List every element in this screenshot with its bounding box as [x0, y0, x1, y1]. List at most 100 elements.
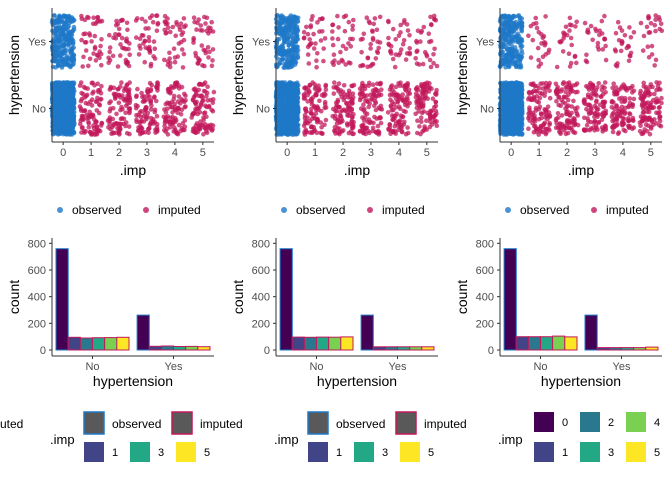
observed-point: [52, 112, 57, 117]
imputed-point: [603, 124, 608, 129]
imputed-point: [179, 32, 184, 37]
imputed-point: [365, 55, 371, 61]
imputed-point: [418, 131, 423, 137]
imputed-point: [630, 102, 635, 108]
imputed-point: [391, 129, 396, 135]
imputed-point: [599, 87, 605, 93]
imputed-point: [631, 125, 637, 130]
observed-point: [509, 35, 515, 41]
imputed-point: [534, 94, 540, 99]
observed-point: [55, 91, 61, 97]
imputed-point: [377, 40, 383, 45]
imputed-point: [106, 60, 111, 66]
imputed-point: [116, 32, 122, 37]
imputed-point: [127, 52, 132, 57]
imputed-point: [571, 98, 576, 104]
imputed-point: [374, 81, 380, 86]
observed-point: [274, 132, 280, 137]
observed-point: [293, 90, 299, 95]
imputed-point: [534, 21, 539, 26]
imputed-point: [140, 94, 145, 100]
imputed-point: [98, 43, 103, 49]
observed-point: [294, 108, 300, 113]
imputed-point: [190, 110, 196, 116]
imputed-point: [314, 92, 319, 98]
imputed-point: [210, 123, 216, 128]
imputed-point: [198, 23, 204, 28]
imputed-point: [572, 116, 577, 122]
imputed-point: [303, 85, 309, 91]
imputed-point: [80, 64, 85, 69]
observed-point: [52, 19, 57, 25]
observed-point: [59, 85, 64, 91]
imputed-point: [341, 128, 346, 133]
imputed-point: [323, 82, 329, 88]
imputed-point: [567, 87, 572, 93]
imputed-point: [534, 83, 539, 89]
imputed-point: [82, 108, 88, 113]
observed-point: [519, 132, 525, 137]
imputed-point: [624, 45, 630, 51]
imputed-point: [527, 114, 532, 119]
imputed-point: [370, 35, 376, 41]
observed-point: [61, 13, 67, 19]
imputed-point: [374, 27, 380, 33]
imputed-point: [116, 26, 122, 32]
imputed-point: [350, 36, 356, 42]
imputed-point: [341, 97, 347, 103]
imputed-point: [405, 101, 410, 106]
imputed-point: [330, 22, 336, 28]
imputed-point: [78, 118, 83, 123]
imputed-point: [428, 14, 433, 20]
imputed-point: [351, 95, 356, 100]
imputed-point: [191, 35, 196, 41]
imputed-point: [526, 126, 531, 131]
imputed-point: [423, 90, 429, 95]
imputed-point: [206, 104, 212, 110]
imputed-point: [400, 114, 405, 120]
imputed-point: [86, 63, 91, 69]
imputed-point: [139, 125, 144, 131]
observed-point: [68, 127, 73, 132]
imputed-point: [322, 36, 328, 41]
imputed-point: [180, 65, 186, 70]
imputed-point: [432, 104, 437, 110]
imputed-point: [138, 119, 144, 124]
imputed-point: [393, 37, 399, 42]
imputed-point: [319, 109, 324, 114]
observed-point: [284, 39, 289, 45]
observed-point: [292, 96, 297, 101]
imputed-point: [598, 94, 604, 99]
imputed-point: [372, 114, 377, 120]
imputed-point: [97, 55, 102, 61]
imputed-point: [631, 96, 637, 102]
imputed-point: [370, 128, 376, 134]
x-tick-label: 0: [60, 147, 66, 159]
imputed-point: [555, 111, 561, 116]
observed-point: [63, 59, 68, 64]
imputed-point: [602, 36, 608, 42]
imputed-point: [321, 91, 327, 97]
imputed-point: [416, 103, 422, 108]
observed-point: [63, 130, 69, 135]
imputed-point: [360, 83, 366, 89]
imputed-point: [391, 113, 397, 119]
scatter-legend: observed imputed: [281, 203, 425, 217]
imputed-point: [422, 126, 428, 131]
imputed-point: [377, 115, 383, 120]
imputed-point: [84, 116, 90, 121]
imputed-point: [628, 53, 633, 59]
imputed-point: [182, 124, 188, 129]
imputed-point: [340, 89, 346, 95]
observed-point: [55, 109, 61, 114]
imputed-point: [314, 58, 319, 63]
imputed-point: [567, 113, 573, 118]
imputed-point: [192, 19, 197, 25]
imputed-point: [144, 88, 150, 94]
imputed-point: [615, 131, 621, 136]
imputed-point: [613, 62, 619, 68]
observed-point: [501, 104, 507, 110]
imputed-point: [545, 113, 551, 118]
imputed-point: [331, 52, 337, 57]
observed-point: [517, 81, 522, 86]
